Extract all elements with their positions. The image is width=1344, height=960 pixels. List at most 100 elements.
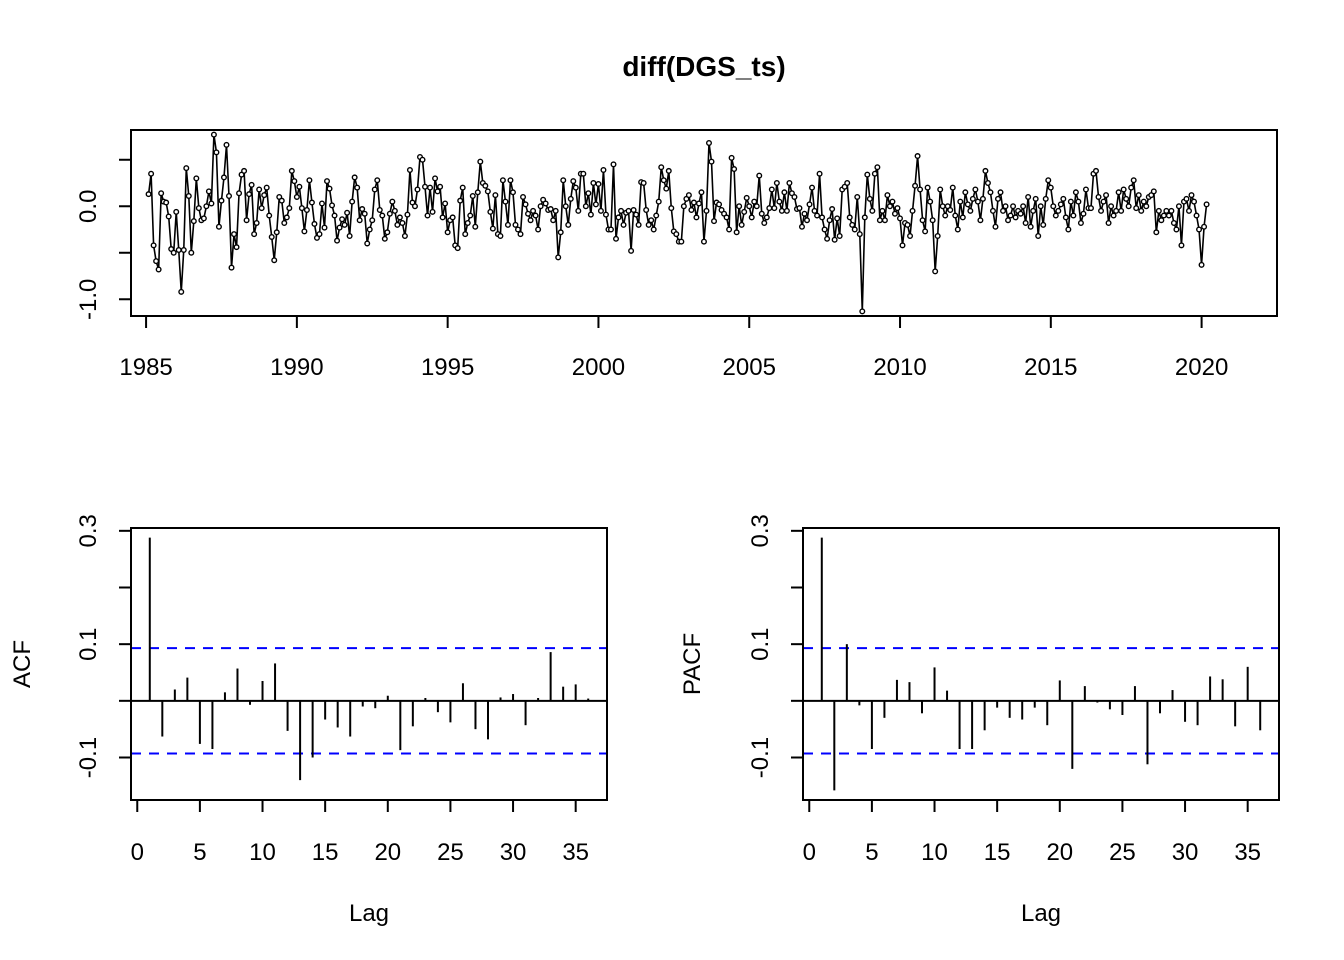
data-point bbox=[1077, 219, 1084, 226]
data-point bbox=[1005, 217, 1012, 224]
data-point bbox=[354, 184, 361, 191]
data-point bbox=[522, 201, 529, 208]
data-point bbox=[351, 174, 358, 181]
data-point bbox=[376, 206, 383, 213]
data-point bbox=[937, 186, 944, 193]
data-point bbox=[223, 141, 230, 148]
data-point bbox=[170, 249, 177, 256]
data-point bbox=[1160, 212, 1167, 219]
y-tick-label: -1.0 bbox=[75, 279, 102, 320]
data-point bbox=[374, 177, 381, 184]
data-point bbox=[1108, 203, 1115, 210]
data-point bbox=[904, 221, 911, 228]
x-tick-label: 2020 bbox=[1175, 354, 1228, 381]
data-point bbox=[499, 177, 506, 184]
data-point bbox=[331, 212, 338, 219]
data-point bbox=[200, 215, 207, 222]
data-point bbox=[210, 131, 217, 138]
data-point bbox=[369, 217, 376, 224]
data-point bbox=[984, 180, 991, 187]
data-point bbox=[1098, 207, 1105, 214]
data-point bbox=[688, 206, 695, 213]
data-point bbox=[1115, 189, 1122, 196]
data-point bbox=[949, 184, 956, 191]
data-point bbox=[1067, 198, 1074, 205]
data-point bbox=[982, 167, 989, 174]
data-point bbox=[487, 208, 494, 215]
data-point bbox=[1191, 198, 1198, 205]
data-point bbox=[180, 246, 187, 253]
data-point bbox=[881, 217, 888, 224]
data-point bbox=[399, 219, 406, 226]
data-point bbox=[751, 198, 758, 205]
data-point bbox=[705, 140, 712, 147]
data-point bbox=[907, 233, 914, 240]
data-point bbox=[771, 205, 778, 212]
data-point bbox=[565, 221, 572, 228]
x-axis-label: Lag bbox=[1021, 900, 1061, 927]
data-point bbox=[846, 214, 853, 221]
data-point bbox=[507, 177, 514, 184]
data-point bbox=[635, 221, 642, 228]
data-point bbox=[1045, 177, 1052, 184]
data-point bbox=[1183, 195, 1190, 202]
data-point bbox=[188, 249, 195, 256]
data-point bbox=[972, 186, 979, 193]
data-point bbox=[1012, 214, 1019, 221]
data-point bbox=[389, 198, 396, 205]
data-point bbox=[685, 192, 692, 199]
data-point bbox=[1198, 261, 1205, 268]
data-point bbox=[195, 205, 202, 212]
data-point bbox=[640, 180, 647, 187]
data-point bbox=[1170, 219, 1177, 226]
data-point bbox=[615, 214, 622, 221]
data-point bbox=[1118, 207, 1125, 214]
data-point bbox=[411, 203, 418, 210]
x-tick-label: 2010 bbox=[873, 354, 926, 381]
data-point bbox=[618, 207, 625, 214]
data-point bbox=[575, 207, 582, 214]
data-point bbox=[962, 189, 969, 196]
y-tick-label: 0.3 bbox=[75, 514, 102, 547]
data-point bbox=[339, 216, 346, 223]
data-point bbox=[939, 203, 946, 210]
data-point bbox=[394, 221, 401, 228]
data-point bbox=[814, 212, 821, 219]
data-point bbox=[512, 221, 519, 228]
data-point bbox=[1072, 189, 1079, 196]
data-point bbox=[1025, 193, 1032, 200]
data-point bbox=[472, 223, 479, 230]
data-point bbox=[1193, 212, 1200, 219]
confidence-band bbox=[131, 647, 607, 755]
data-point bbox=[560, 177, 567, 184]
data-point bbox=[1175, 203, 1182, 210]
data-point bbox=[1196, 226, 1203, 233]
data-point bbox=[391, 207, 398, 214]
data-point bbox=[1203, 201, 1210, 208]
data-point bbox=[165, 213, 172, 220]
data-point bbox=[550, 217, 557, 224]
data-point bbox=[1092, 167, 1099, 174]
data-point bbox=[449, 214, 456, 221]
y-tick-label: 0.0 bbox=[75, 190, 102, 223]
data-point bbox=[1103, 192, 1110, 199]
data-point bbox=[326, 185, 333, 192]
data-point bbox=[1065, 226, 1072, 233]
data-point bbox=[1201, 223, 1208, 230]
y-tick-label: -0.1 bbox=[75, 737, 102, 778]
data-point bbox=[997, 189, 1004, 196]
data-point bbox=[329, 202, 336, 209]
data-point bbox=[361, 210, 368, 217]
data-point bbox=[469, 193, 476, 200]
data-point bbox=[974, 198, 981, 205]
data-point bbox=[587, 211, 594, 218]
data-point bbox=[562, 203, 569, 210]
data-point bbox=[366, 226, 373, 233]
data-point bbox=[809, 184, 816, 191]
data-point bbox=[922, 228, 929, 235]
data-point bbox=[1163, 207, 1170, 214]
data-point bbox=[334, 237, 341, 244]
data-point bbox=[477, 158, 484, 165]
data-point bbox=[1133, 205, 1140, 212]
